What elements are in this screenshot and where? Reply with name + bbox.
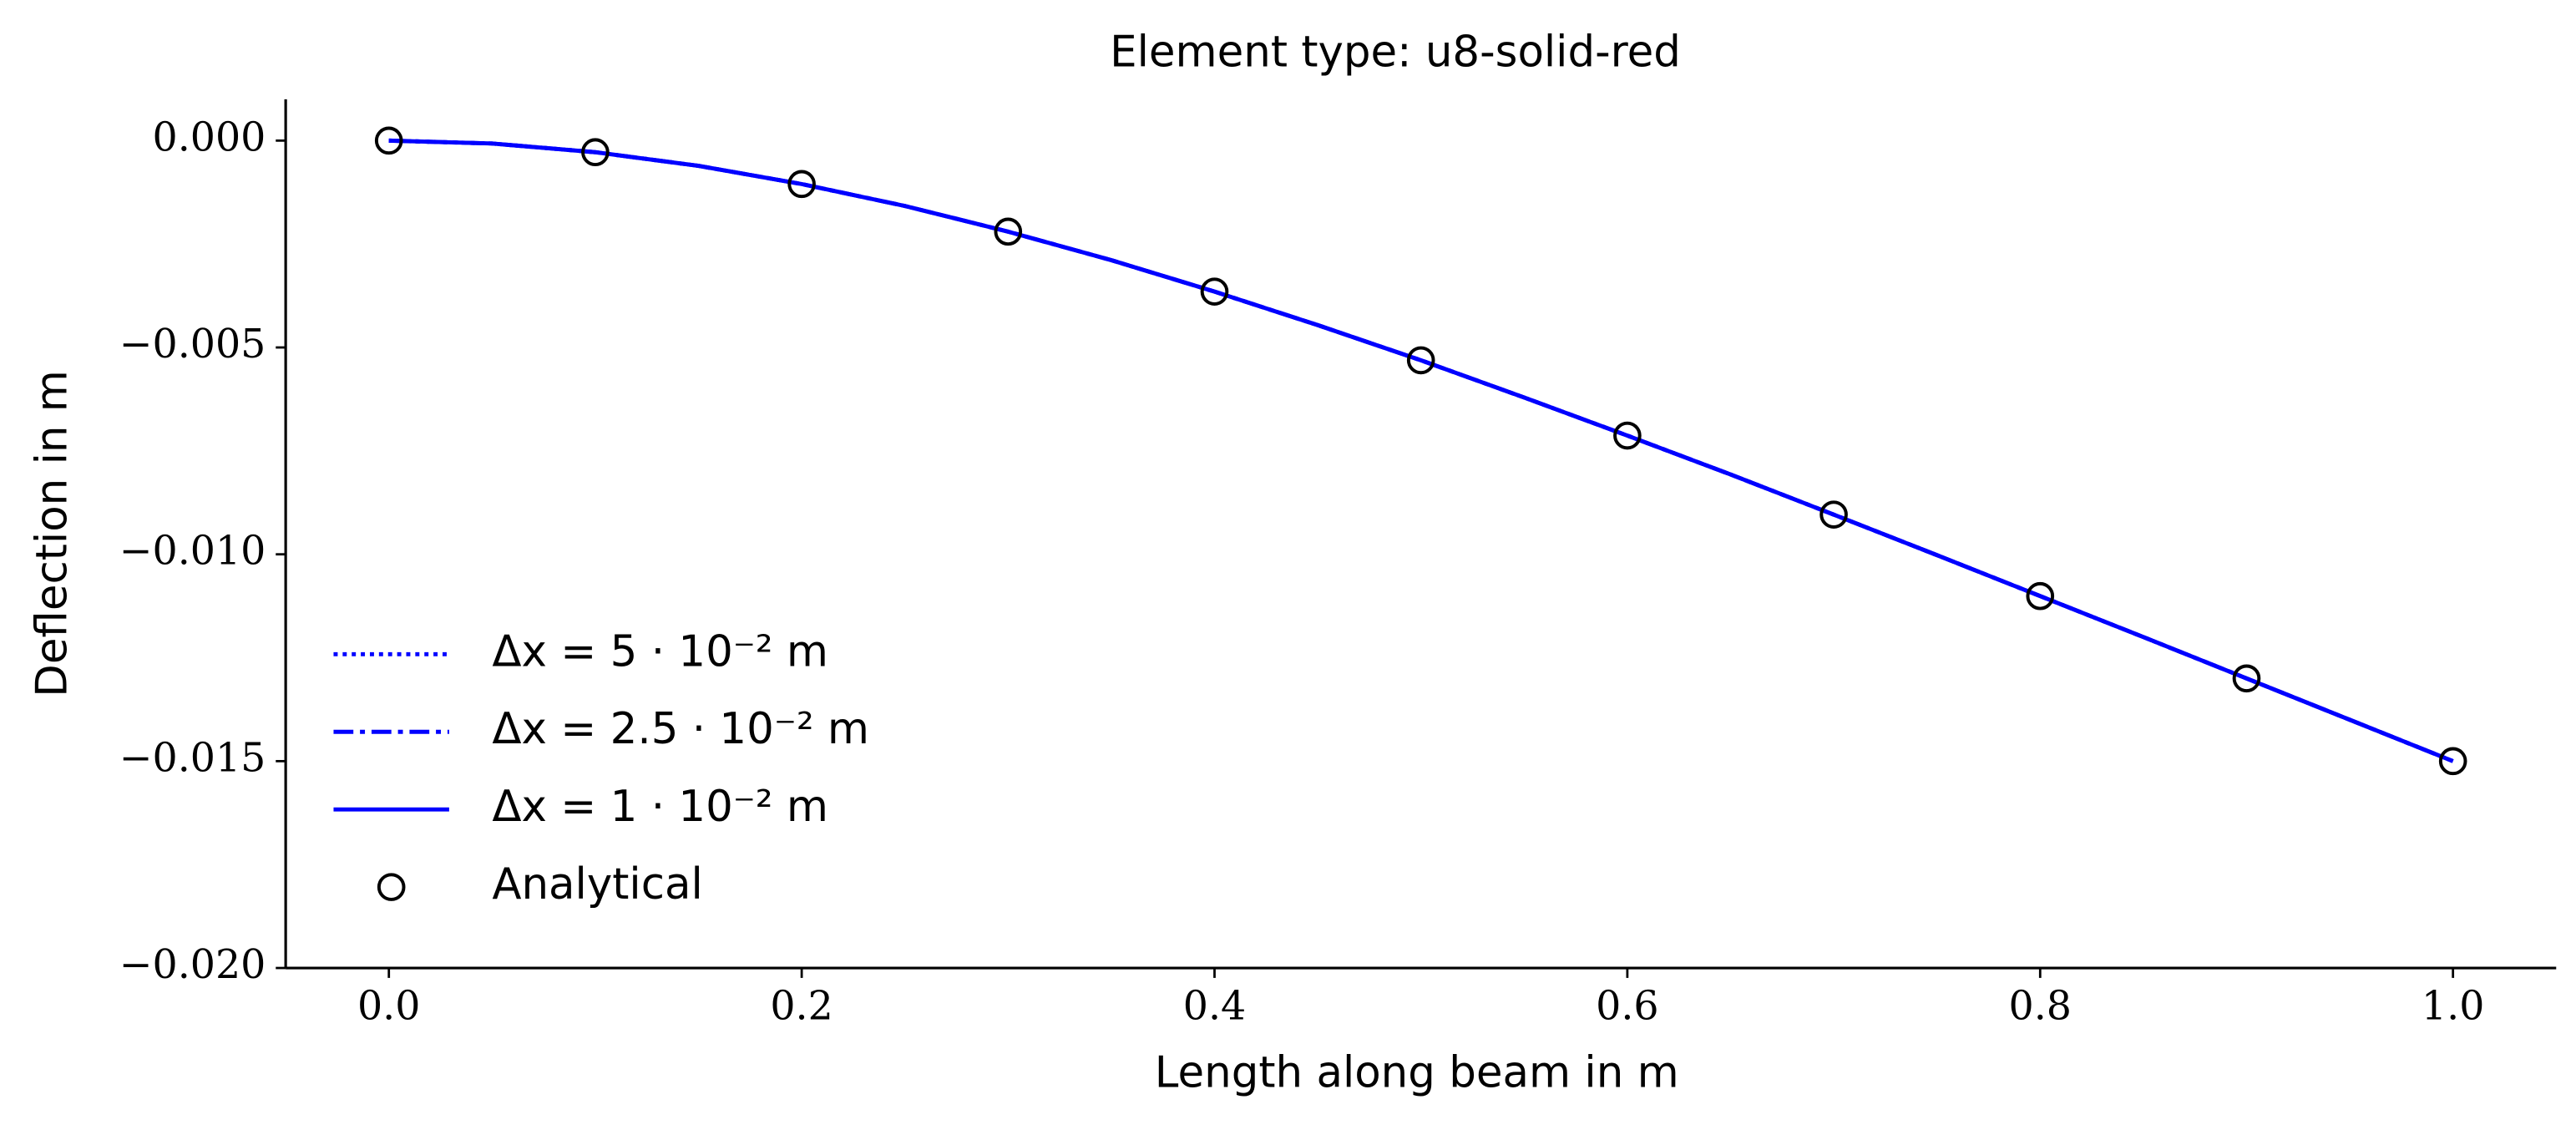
data-point (787, 170, 816, 199)
y-tick-label: 0.000 (153, 114, 266, 160)
data-point (581, 138, 610, 167)
data-point (1200, 277, 1229, 306)
x-tick-label: 0.6 (1596, 983, 1658, 1029)
legend-label: Δx = 2.5 · 10⁻² m (492, 704, 869, 754)
data-point (1406, 346, 1435, 375)
data-point (2026, 581, 2055, 611)
legend-marker (377, 873, 406, 901)
x-tick-label: 0.8 (2009, 983, 2072, 1029)
legend-label: Δx = 5 · 10⁻² m (492, 626, 828, 676)
data-point (374, 126, 403, 155)
y-tick-label: −0.010 (119, 529, 266, 575)
data-point (2438, 747, 2467, 776)
x-tick-label: 0.0 (357, 983, 420, 1029)
data-point (1613, 421, 1642, 450)
y-tick-label: −0.005 (119, 322, 266, 367)
x-tick-label: 1.0 (2422, 983, 2484, 1029)
legend-label: Analytical (492, 859, 702, 910)
x-tick-label: 0.4 (1183, 983, 1246, 1029)
legend-label: Δx = 1 · 10⁻² m (492, 782, 828, 832)
data-point (1819, 500, 1848, 529)
x-axis-label: Length along beam in m (1155, 1048, 1679, 1098)
data-point (2232, 664, 2261, 693)
chart-title: Element type: u8-solid-red (1110, 27, 1681, 77)
data-point (994, 217, 1023, 246)
x-tick-label: 0.2 (770, 983, 833, 1029)
y-tick-label: −0.015 (119, 735, 266, 781)
series-line (388, 138, 2454, 763)
y-axis-label: Deflection in m (27, 370, 77, 697)
y-tick-label: −0.020 (119, 942, 266, 988)
